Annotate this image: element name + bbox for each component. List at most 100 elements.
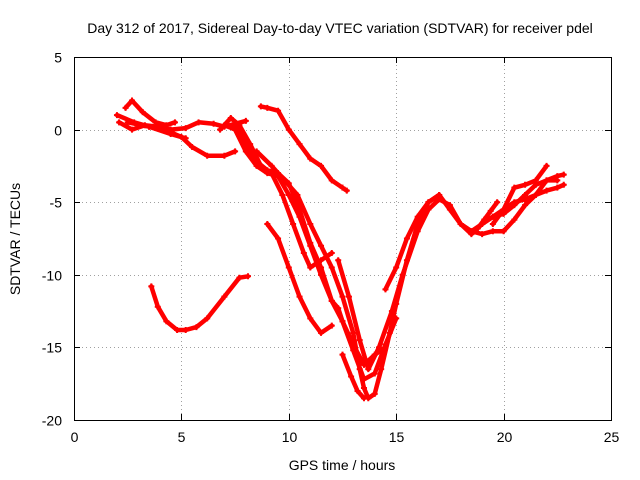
series-group	[113, 97, 567, 402]
data-point	[560, 171, 567, 178]
series-line-arc-13	[340, 352, 367, 401]
data-point	[128, 97, 135, 104]
data-point	[511, 184, 518, 191]
y-tick-label: 0	[54, 123, 62, 139]
data-point	[328, 177, 335, 184]
data-point	[386, 329, 393, 336]
data-point	[414, 213, 421, 220]
data-point	[139, 109, 146, 116]
data-point	[356, 366, 363, 373]
data-point	[275, 107, 282, 114]
data-point	[345, 293, 352, 300]
data-point	[388, 308, 395, 315]
data-point	[403, 235, 410, 242]
x-axis-label: GPS time / hours	[289, 457, 396, 473]
data-point	[264, 167, 271, 174]
data-point	[128, 126, 135, 133]
data-point	[307, 220, 314, 227]
data-point	[290, 220, 297, 227]
data-point	[543, 187, 550, 194]
data-point	[425, 206, 432, 213]
data-point	[244, 273, 251, 280]
data-point	[232, 148, 239, 155]
data-point	[532, 191, 539, 198]
x-tick-label: 20	[497, 429, 513, 445]
data-point	[343, 187, 350, 194]
data-point	[360, 385, 367, 392]
data-point	[154, 303, 161, 310]
data-point	[425, 199, 432, 206]
plot-frame	[74, 57, 612, 421]
data-point	[348, 373, 355, 380]
data-point	[318, 329, 325, 336]
data-point	[371, 370, 378, 377]
data-point	[221, 122, 228, 129]
data-point	[171, 119, 178, 126]
data-point	[307, 155, 314, 162]
data-point	[264, 104, 271, 111]
data-point	[182, 125, 189, 132]
data-point	[365, 366, 372, 373]
data-point	[554, 184, 561, 191]
x-tick-label: 25	[604, 429, 620, 445]
data-point	[195, 119, 202, 126]
data-point	[399, 271, 406, 278]
x-tick-label: 15	[389, 429, 405, 445]
data-point	[532, 177, 539, 184]
data-point	[204, 315, 211, 322]
data-point	[275, 235, 282, 242]
data-point	[339, 184, 346, 191]
data-point	[393, 264, 400, 271]
data-point	[253, 158, 260, 165]
data-point	[500, 228, 507, 235]
data-point	[296, 141, 303, 148]
data-point	[436, 191, 443, 198]
data-point	[554, 173, 561, 180]
data-point	[371, 390, 378, 397]
data-point	[300, 250, 307, 257]
data-point	[318, 264, 325, 271]
data-point	[307, 315, 314, 322]
data-point	[163, 122, 170, 129]
data-point	[318, 242, 325, 249]
data-point	[242, 141, 249, 148]
data-point	[253, 148, 260, 155]
data-point	[221, 293, 228, 300]
data-point	[328, 322, 335, 329]
data-point	[285, 126, 292, 133]
data-point	[242, 117, 249, 124]
x-tick-label: 5	[178, 429, 186, 445]
data-point	[354, 387, 361, 394]
data-point	[182, 326, 189, 333]
data-point	[294, 191, 301, 198]
y-tick-label: -10	[42, 268, 62, 284]
data-point	[376, 344, 383, 351]
data-point	[350, 329, 357, 336]
series-line-arc-14	[383, 172, 566, 292]
series-line-arc-4	[125, 120, 188, 141]
data-point	[511, 216, 518, 223]
x-tick-label: 10	[282, 429, 298, 445]
data-point	[210, 120, 217, 127]
data-point	[474, 225, 481, 232]
data-point	[296, 293, 303, 300]
grid	[74, 57, 611, 420]
data-point	[489, 213, 496, 220]
series-line-arc-17	[475, 199, 500, 231]
data-point	[481, 216, 488, 223]
y-axis-label: SDTVAR / TECUs	[7, 183, 23, 295]
data-point	[307, 264, 314, 271]
series-line-arc-16	[490, 163, 549, 227]
data-point	[182, 135, 189, 142]
data-point	[360, 395, 367, 402]
data-point	[500, 206, 507, 213]
data-point	[543, 162, 550, 169]
data-point	[281, 177, 288, 184]
y-tick-label: -5	[50, 195, 63, 211]
data-point	[318, 162, 325, 169]
data-point	[339, 293, 346, 300]
data-point	[148, 283, 155, 290]
y-tick-label: 5	[54, 50, 62, 66]
data-point	[522, 196, 529, 203]
data-point	[236, 274, 243, 281]
